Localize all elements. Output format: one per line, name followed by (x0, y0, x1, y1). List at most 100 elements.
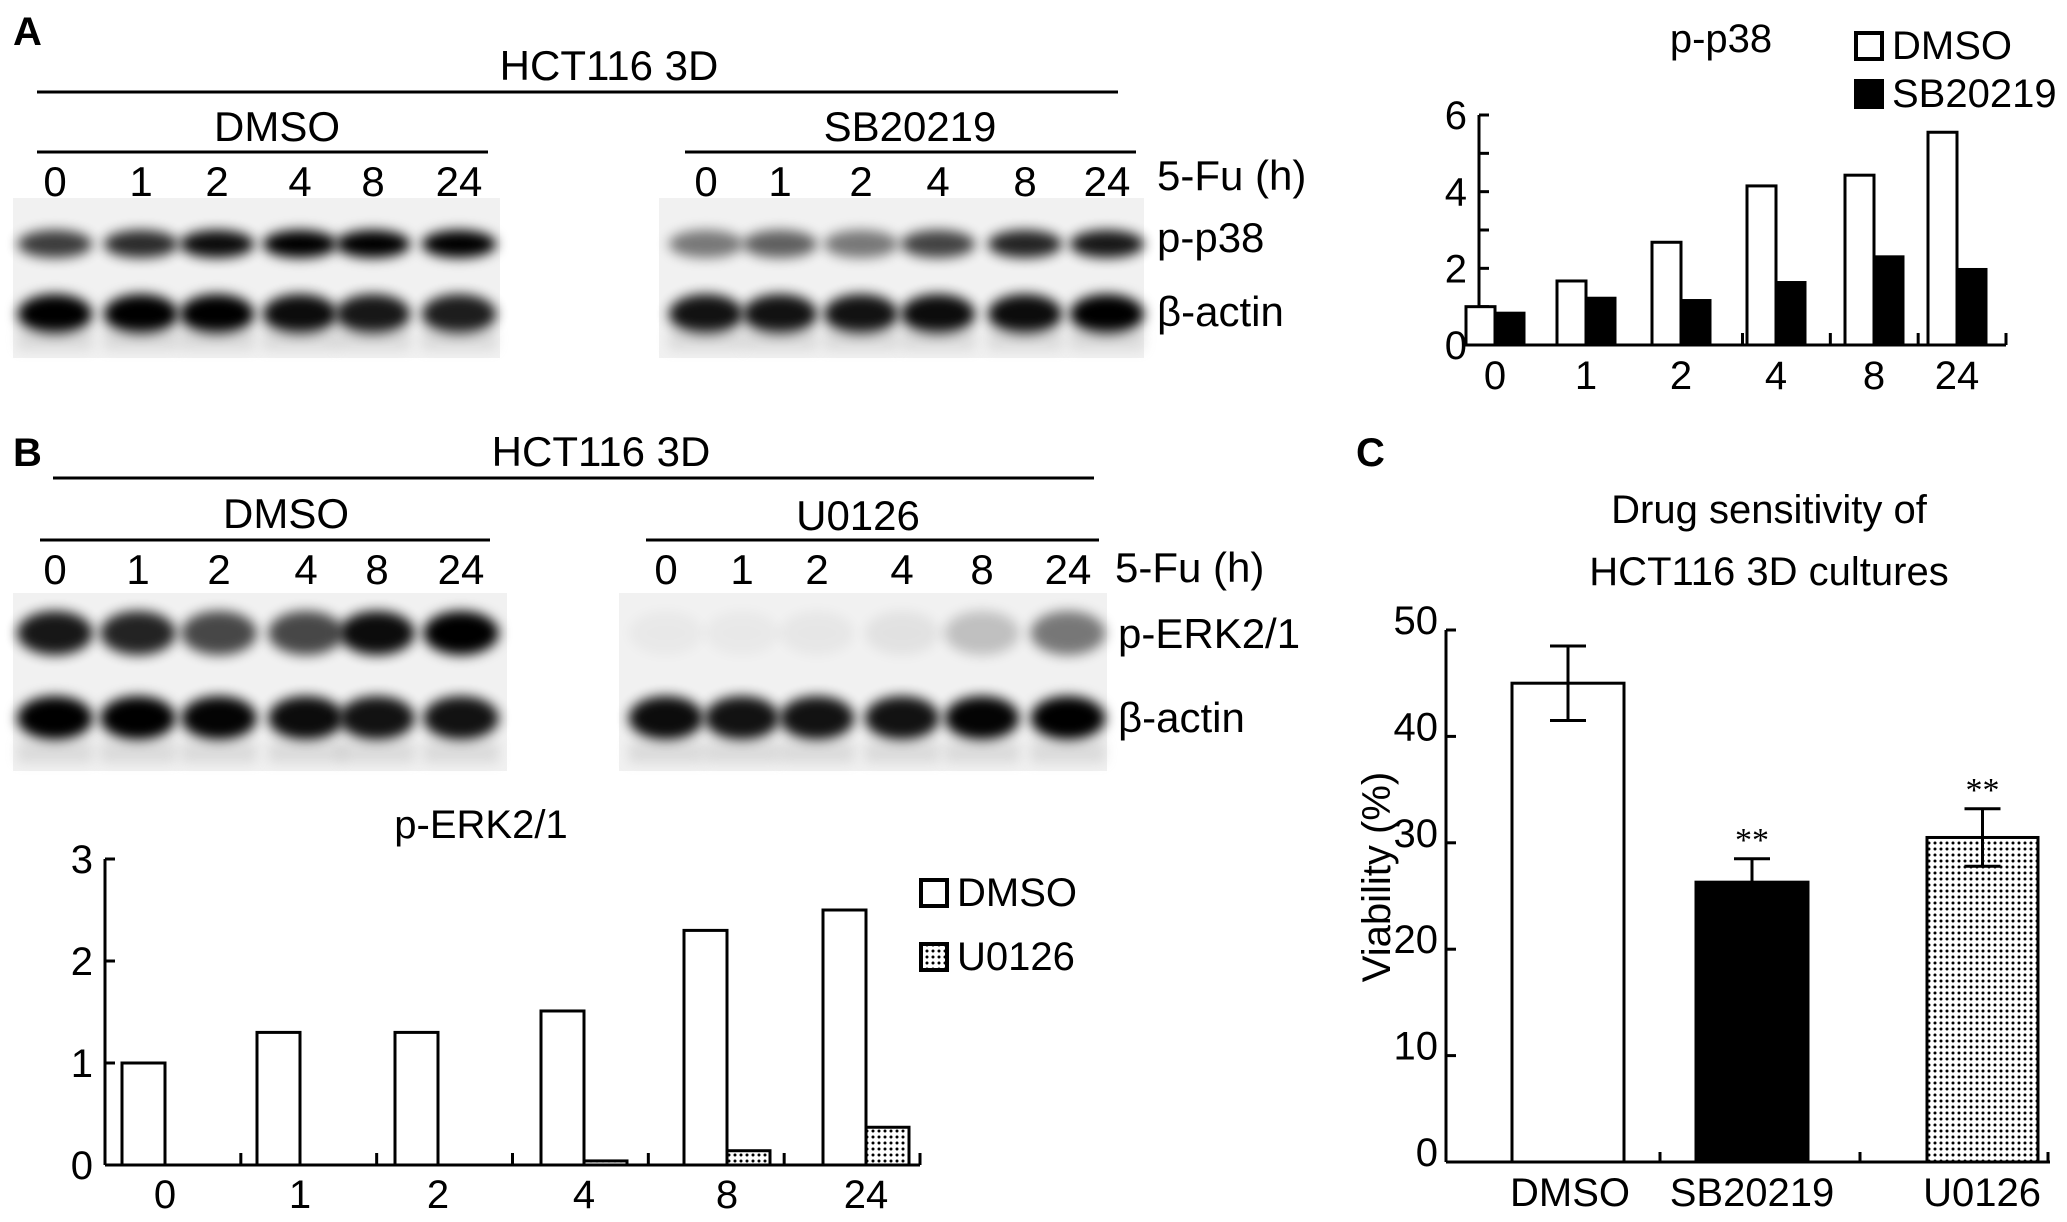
lane-label: 2 (805, 546, 828, 593)
blot-background (1030, 741, 1106, 763)
lane-label: 24 (438, 546, 485, 593)
bar-dmso (1843, 173, 1876, 347)
group-label-sb20219: SB20219 (824, 103, 997, 150)
lane-label: 8 (970, 546, 993, 593)
panel-label-b: B (13, 431, 42, 475)
x-tick-label: 4 (1765, 354, 1787, 398)
blot-background (100, 741, 176, 763)
bar-dmso (120, 1061, 167, 1167)
blot-band (423, 611, 499, 655)
lane-label: 8 (361, 158, 384, 205)
bar-dmso (393, 1030, 440, 1167)
blot-background (17, 741, 93, 763)
legend-label: SB20219 (1892, 72, 2057, 116)
panel-a-blot: A HCT116 3D DMSO SB20219 5-Fu (h) p-p38 … (13, 10, 1306, 358)
blot-band (629, 611, 704, 655)
blot-band (944, 696, 1020, 740)
legend-swatch-u0126 (919, 942, 949, 972)
blot-background (742, 328, 818, 350)
lane-label: 0 (43, 158, 66, 205)
x-tick-label: 24 (844, 1173, 889, 1217)
blot-band (1030, 611, 1106, 655)
blot-background (864, 741, 940, 763)
blot-band (268, 611, 344, 655)
blot-background (339, 741, 415, 763)
chart-title-line: Drug sensitivity of (1611, 488, 1928, 532)
legend-swatch-dmso (1854, 31, 1884, 61)
x-tick-label: SB20219 (1670, 1171, 1835, 1215)
chart-title: p-ERK2/1 (394, 803, 567, 847)
blot-band (823, 230, 899, 258)
x-tick-label: DMSO (1510, 1171, 1630, 1215)
lane-label: 1 (768, 158, 791, 205)
bar-u0126 (582, 1159, 629, 1167)
blot-background (262, 328, 338, 350)
blot-background (335, 328, 411, 350)
x-tick-label: 4 (573, 1173, 595, 1217)
bar-sb20219 (1679, 299, 1712, 347)
x-tick-label: 1 (289, 1173, 311, 1217)
blot-band (779, 696, 855, 740)
panel-label-c: C (1356, 431, 1385, 475)
x-tick-label: U0126 (1923, 1171, 2041, 1215)
x-tick-label: 2 (1670, 354, 1692, 398)
cell-line-label: HCT116 3D (492, 428, 711, 475)
bar-dmso (1510, 681, 1626, 1164)
blot-background (900, 328, 976, 350)
blot-band (1030, 696, 1106, 740)
bar-dmso (1650, 240, 1683, 347)
bar-dmso (821, 908, 868, 1167)
blot-background (944, 741, 1020, 763)
significance-marker: ** (1966, 772, 2000, 809)
chart-title: p-p38 (1670, 17, 1772, 61)
blot-band (181, 696, 257, 740)
blot-band (704, 696, 780, 740)
lane-label: 4 (288, 158, 311, 205)
bar-dmso (682, 928, 729, 1167)
blot-background (987, 328, 1063, 350)
blot-band (181, 611, 257, 655)
blot-band (987, 230, 1063, 258)
bar-dmso (539, 1009, 586, 1167)
y-tick-label: 10 (1394, 1025, 1439, 1069)
y-tick-label: 3 (71, 838, 93, 882)
legend-label: DMSO (1892, 24, 2012, 68)
blot-band (705, 611, 780, 655)
blot-band (628, 696, 704, 740)
lane-label: 1 (730, 546, 753, 593)
bar-dmso (1555, 279, 1588, 347)
legend-label: U0126 (957, 935, 1075, 979)
y-tick-label: 1 (71, 1042, 93, 1086)
time-label: 5-Fu (h) (1157, 152, 1306, 199)
lane-label: 0 (654, 546, 677, 593)
bar-sb20219 (1493, 311, 1526, 347)
bar-u0126 (1925, 835, 2040, 1164)
blot-band (900, 230, 976, 258)
x-tick-label: 24 (1935, 354, 1980, 398)
lane-label: 1 (129, 158, 152, 205)
y-tick-label: 20 (1394, 918, 1439, 962)
blot-band (987, 294, 1063, 334)
blot-band (17, 696, 93, 740)
blot-membrane (13, 198, 500, 358)
legend-swatch-sb20219 (1854, 79, 1884, 109)
blot-band (668, 230, 744, 258)
bar-u0126 (725, 1149, 772, 1167)
blot-background (1069, 328, 1145, 350)
significance-marker: ** (1735, 822, 1769, 859)
blot-band (339, 611, 415, 655)
lane-label: 0 (43, 546, 66, 593)
blot-band (779, 611, 855, 655)
bar-dmso (255, 1030, 302, 1167)
blot-band (823, 294, 899, 334)
blot-band (100, 611, 176, 655)
y-tick-label: 0 (1416, 1131, 1438, 1175)
y-tick-label: 40 (1394, 705, 1439, 749)
time-label: 5-Fu (h) (1115, 544, 1264, 591)
blot-band (339, 696, 415, 740)
bar-dmso (1745, 184, 1778, 347)
blot-band (103, 294, 179, 334)
panel-label-a: A (13, 10, 42, 54)
y-tick-label: 4 (1445, 171, 1467, 215)
